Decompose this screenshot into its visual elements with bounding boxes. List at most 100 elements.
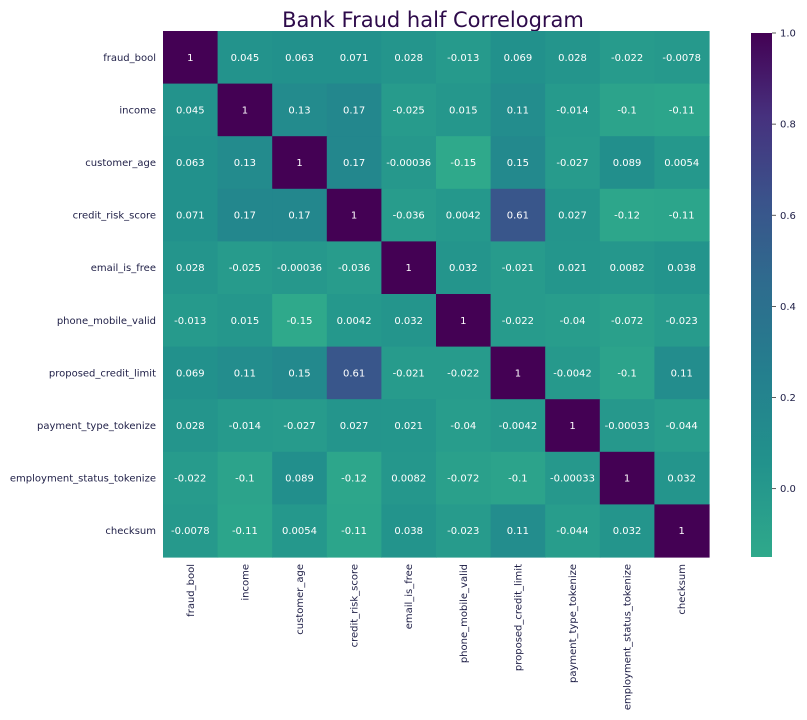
cell-value-label: 1 bbox=[351, 211, 357, 222]
cell-value-label: 1 bbox=[406, 263, 412, 274]
cell-value-label: 0.028 bbox=[176, 421, 205, 432]
row-label: email_is_free bbox=[91, 263, 156, 274]
cell-value-label: 0.038 bbox=[394, 526, 423, 537]
cell-value-label: -0.11 bbox=[232, 526, 258, 537]
heatmap-cell bbox=[654, 346, 710, 400]
heatmap-cell bbox=[599, 451, 655, 505]
colorbar-tick-label: 0.4 bbox=[780, 302, 796, 313]
heatmap-cell bbox=[490, 451, 546, 505]
heatmap-cell bbox=[326, 241, 382, 295]
heatmap-cell bbox=[217, 451, 273, 505]
heatmap-cell bbox=[490, 346, 546, 400]
heatmap-cell bbox=[599, 31, 655, 85]
cell-value-label: 0.015 bbox=[449, 105, 478, 116]
cell-value-label: -0.022 bbox=[447, 368, 479, 379]
cell-value-label: -0.014 bbox=[556, 105, 588, 116]
heatmap-cell bbox=[326, 399, 382, 453]
heatmap-cell bbox=[654, 83, 710, 137]
colorbar-gradient bbox=[751, 33, 772, 557]
heatmap-cells: 1 0.045 0.063 0.071 0.028 -0.013 0.069 0.028 -0.… bbox=[163, 31, 710, 558]
cell-value-label: 0.11 bbox=[507, 105, 529, 116]
cell-value-label: 0.61 bbox=[507, 211, 529, 222]
heatmap-cell bbox=[436, 346, 492, 400]
cell-value-label: 0.61 bbox=[343, 368, 365, 379]
heatmap-cell bbox=[545, 451, 601, 505]
heatmap-cell bbox=[545, 31, 601, 85]
cell-value-label: -0.12 bbox=[341, 474, 367, 485]
cell-value-label: -0.1 bbox=[617, 368, 637, 379]
cell-value-label: -0.04 bbox=[450, 421, 476, 432]
cell-value-label: 0.11 bbox=[671, 368, 693, 379]
heatmap-cell bbox=[217, 188, 273, 242]
heatmap-cell bbox=[381, 136, 437, 190]
cell-value-label: -0.013 bbox=[174, 316, 206, 327]
heatmap-cell bbox=[163, 136, 219, 190]
cell-value-label: 0.13 bbox=[288, 105, 310, 116]
heatmap-cell bbox=[490, 294, 546, 348]
heatmap-cell bbox=[272, 241, 328, 295]
cell-value-label: 0.0054 bbox=[282, 526, 317, 537]
cell-value-label: 1 bbox=[296, 158, 302, 169]
cell-value-label: 0.021 bbox=[558, 263, 587, 274]
column-label: payment_type_tokenize bbox=[568, 564, 579, 683]
cell-value-label: 0.032 bbox=[449, 263, 478, 274]
row-label: credit_risk_score bbox=[73, 211, 156, 222]
heatmap-cell bbox=[381, 399, 437, 453]
heatmap-cell bbox=[381, 188, 437, 242]
heatmap-cell bbox=[490, 399, 546, 453]
cell-value-label: -0.12 bbox=[614, 211, 640, 222]
cell-value-label: -0.00036 bbox=[277, 263, 322, 274]
heatmap-cell bbox=[490, 83, 546, 137]
cell-value-label: 0.17 bbox=[288, 211, 310, 222]
colorbar: 0.0 0.2 0.4 0.6 0.8 1.0 bbox=[751, 29, 796, 557]
cell-value-label: -0.00033 bbox=[605, 421, 650, 432]
row-label: checksum bbox=[105, 526, 156, 537]
cell-value-label: -0.072 bbox=[611, 316, 643, 327]
cell-value-label: -0.04 bbox=[560, 316, 586, 327]
cell-value-label: 0.15 bbox=[288, 368, 310, 379]
column-label: fraud_bool bbox=[186, 564, 197, 617]
heatmap-cell bbox=[272, 451, 328, 505]
colorbar-tick-label: 1.0 bbox=[780, 29, 796, 40]
heatmap-cell bbox=[163, 294, 219, 348]
cell-value-label: 0.11 bbox=[507, 526, 529, 537]
cell-value-label: -0.0042 bbox=[499, 421, 538, 432]
heatmap-cell bbox=[436, 399, 492, 453]
cell-value-label: -0.11 bbox=[341, 526, 367, 537]
heatmap-cell bbox=[490, 504, 546, 558]
heatmap-cell bbox=[217, 504, 273, 558]
heatmap-cell bbox=[163, 188, 219, 242]
heatmap-cell bbox=[654, 136, 710, 190]
cell-value-label: -0.021 bbox=[502, 263, 534, 274]
cell-value-label: -0.15 bbox=[450, 158, 476, 169]
column-label: customer_age bbox=[295, 564, 306, 635]
cell-value-label: -0.044 bbox=[666, 421, 698, 432]
cell-value-label: 0.027 bbox=[340, 421, 369, 432]
heatmap-cell bbox=[599, 83, 655, 137]
column-label: income bbox=[240, 564, 251, 601]
cell-value-label: -0.0078 bbox=[662, 53, 701, 64]
heatmap-cell bbox=[654, 451, 710, 505]
heatmap-cell bbox=[545, 399, 601, 453]
heatmap-cell bbox=[381, 504, 437, 558]
heatmap-cell bbox=[654, 504, 710, 558]
cell-value-label: -0.072 bbox=[447, 474, 479, 485]
heatmap-cell bbox=[490, 31, 546, 85]
cell-value-label: 0.028 bbox=[394, 53, 423, 64]
cell-value-label: 0.15 bbox=[507, 158, 529, 169]
cell-value-label: 1 bbox=[569, 421, 575, 432]
heatmap-cell bbox=[217, 31, 273, 85]
row-label: customer_age bbox=[85, 158, 156, 169]
column-label: credit_risk_score bbox=[350, 564, 361, 647]
cell-value-label: 0.089 bbox=[613, 158, 642, 169]
heatmap-cell bbox=[272, 83, 328, 137]
cell-value-label: -0.022 bbox=[611, 53, 643, 64]
row-label: employment_status_tokenize bbox=[10, 474, 156, 485]
heatmap-cell bbox=[163, 83, 219, 137]
heatmap-cell bbox=[599, 399, 655, 453]
cell-value-label: 0.045 bbox=[176, 105, 205, 116]
cell-value-label: 0.069 bbox=[176, 368, 205, 379]
heatmap-cell bbox=[599, 346, 655, 400]
heatmap-cell bbox=[599, 294, 655, 348]
